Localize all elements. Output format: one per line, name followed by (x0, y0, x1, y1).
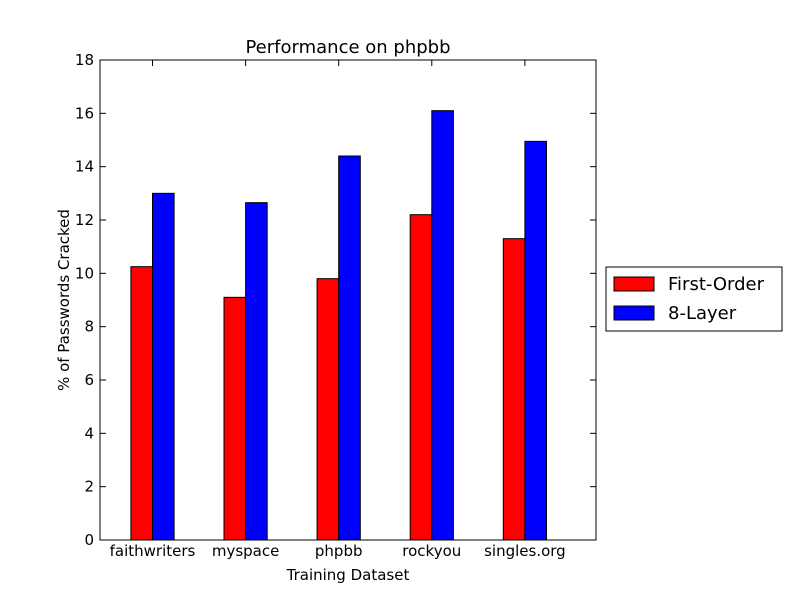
legend-swatch (613, 305, 655, 321)
y-tick-label: 12 (75, 211, 94, 229)
bar-8-layer-rockyou (431, 110, 454, 541)
chart-title: Performance on phpbb (245, 37, 450, 58)
bar-8-layer-myspace (245, 202, 268, 541)
bar-8-layer-faithwriters (152, 192, 175, 541)
x-tick-label: faithwriters (110, 542, 196, 560)
y-tick-label: 8 (84, 318, 94, 336)
legend-swatch (613, 276, 655, 292)
y-axis: 0 2 4 6 8 10 12 14 16 18 (75, 51, 596, 549)
x-tick-label: myspace (212, 542, 280, 560)
y-axis-title: % of Passwords Cracked (55, 209, 73, 391)
bar-first-order-rockyou (409, 214, 433, 541)
x-axis-title: Training Dataset (286, 566, 410, 584)
legend-label: 8-Layer (668, 303, 737, 324)
x-axis: faithwriters myspace phpbb rockyou singles.o… (110, 60, 566, 560)
y-tick-label: 6 (84, 371, 94, 389)
bars (130, 110, 548, 541)
y-tick-label: 4 (84, 424, 94, 442)
y-tick-label: 10 (75, 264, 94, 282)
plot-area-frame (99, 59, 597, 541)
bar-8-layer-phpbb (338, 155, 361, 541)
legend: First-Order 8-Layer (605, 266, 783, 332)
y-tick-label: 2 (84, 478, 94, 496)
y-tick-label: 14 (75, 158, 94, 176)
bar-first-order-singles-org (502, 238, 526, 541)
bar-first-order-myspace (223, 296, 247, 541)
y-tick-label: 0 (84, 531, 94, 549)
legend-label: First-Order (668, 274, 765, 295)
bar-first-order-faithwriters (130, 266, 153, 541)
y-tick-label: 18 (75, 51, 94, 69)
x-tick-label: rockyou (402, 542, 461, 560)
bar-first-order-phpbb (316, 278, 340, 541)
x-tick-label: phpbb (315, 542, 363, 560)
x-tick-label: singles.org (484, 542, 566, 560)
bar-8-layer-singles-org (524, 140, 548, 541)
y-tick-label: 16 (75, 104, 94, 122)
